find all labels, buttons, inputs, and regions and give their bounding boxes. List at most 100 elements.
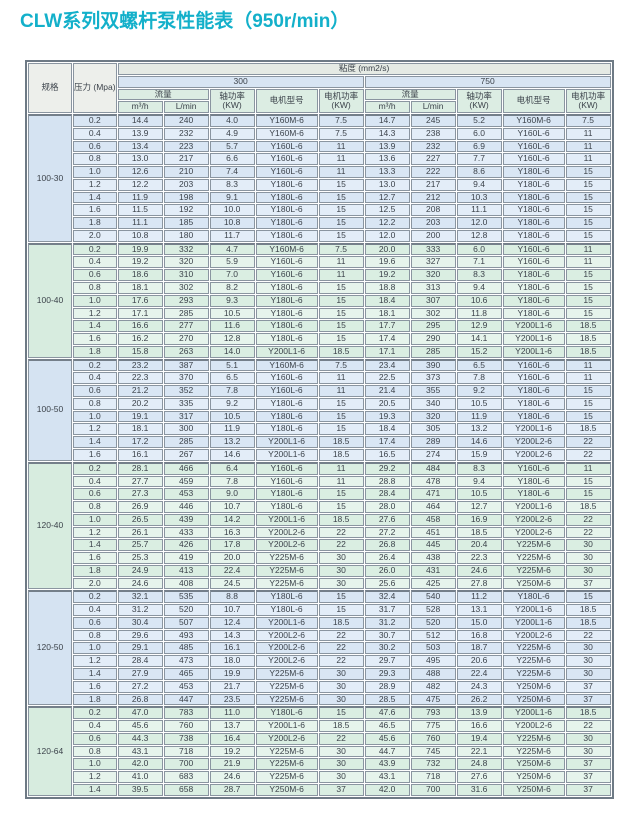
motor-model-cell-300: Y200L1-6 [255, 720, 318, 732]
header-viscosity-300: 300 [117, 75, 364, 88]
flow-lmin-cell-300: 760 [163, 720, 209, 732]
flow-lmin-cell-300: 198 [163, 191, 209, 204]
pressure-cell: 0.4 [73, 372, 117, 385]
motor-power-cell-300: 15 [318, 191, 364, 204]
motor-power-cell-750: 11 [565, 127, 611, 140]
flow-lmin-cell-300: 300 [163, 423, 209, 436]
motor-model-cell-750: Y160L-6 [502, 153, 565, 166]
motor-power-cell-300: 15 [318, 604, 364, 616]
table-row: 0.8 18.1 302 8.2 Y180L-6 15 18.8 313 9.4 Y180L-6 1… [28, 282, 611, 294]
spec-cell: 120-64 [28, 706, 72, 796]
motor-model-cell-300: Y200L2-6 [255, 539, 318, 552]
pressure-cell: 1.0 [73, 166, 117, 178]
motor-model-cell-300: Y200L1-6 [255, 436, 318, 448]
shaft-power-cell-300: 12.8 [209, 333, 255, 345]
motor-model-cell-750: Y200L1-6 [502, 345, 565, 358]
shaft-power-cell-300: 14.0 [209, 345, 255, 358]
shaft-power-cell-300: 16.1 [209, 642, 255, 655]
flow-m3h-cell-750: 19.3 [364, 410, 410, 423]
pressure-cell: 0.4 [73, 604, 117, 616]
pressure-cell: 0.6 [73, 269, 117, 282]
pressure-cell: 1.0 [73, 513, 117, 526]
motor-model-cell-750: Y200L1-6 [502, 604, 565, 616]
flow-m3h-cell-750: 47.6 [364, 706, 410, 720]
table-row: 100-40 0.2 19.9 332 4.7 Y160M-6 7.5 20.0 333 6.0 Y… [28, 242, 611, 358]
flow-lmin-cell-750: 208 [410, 204, 456, 217]
flow-lmin-cell-300: 535 [163, 590, 209, 604]
flow-m3h-cell-300: 42.0 [117, 758, 163, 771]
motor-power-cell-300: 30 [318, 771, 364, 783]
table-row: 0.8 20.2 335 9.2 Y180L-6 15 20.5 340 10.5 Y180L-6… [28, 397, 611, 410]
flow-lmin-cell-750: 503 [410, 642, 456, 655]
motor-power-cell-300: 22 [318, 642, 364, 655]
motor-power-cell-750: 15 [565, 307, 611, 320]
flow-lmin-cell-300: 217 [163, 153, 209, 166]
shaft-power-cell-750: 14.6 [456, 436, 502, 448]
shaft-power-cell-750: 9.4 [456, 475, 502, 488]
motor-model-cell-750: Y250M-6 [502, 758, 565, 771]
flow-lmin-cell-750: 700 [410, 783, 456, 796]
motor-model-cell-300: Y225M-6 [255, 552, 318, 564]
motor-power-cell-750: 37 [565, 693, 611, 706]
motor-power-cell-750: 11 [565, 256, 611, 269]
pressure-cell: 0.6 [73, 385, 117, 397]
motor-model-cell-300: Y160L-6 [255, 372, 318, 385]
flow-lmin-cell-750: 482 [410, 680, 456, 693]
header-row-units: m³/h L/min m³/h L/min [28, 101, 611, 114]
motor-model-cell-300: Y160L-6 [255, 153, 318, 166]
table-row: 1.2 41.0 683 24.6 Y225M-6 30 43.1 718 27.6 Y250M-… [28, 771, 611, 783]
flow-lmin-cell-750: 222 [410, 166, 456, 178]
motor-power-cell-750: 18.5 [565, 333, 611, 345]
flow-lmin-cell-300: 232 [163, 127, 209, 140]
flow-m3h-cell-750: 12.0 [364, 229, 410, 242]
pressure-cell: 0.8 [73, 153, 117, 166]
motor-model-cell-750: Y160L-6 [502, 256, 565, 269]
header-motor-power-300: 电机功率 (KW) [318, 88, 364, 114]
motor-power-cell-750: 18.5 [565, 604, 611, 616]
motor-power-cell-750: 11 [565, 242, 611, 256]
pressure-cell: 1.8 [73, 564, 117, 577]
header-flow-lmin-750: L/min [410, 101, 456, 114]
flow-m3h-cell-300: 44.3 [117, 732, 163, 745]
flow-lmin-cell-750: 464 [410, 501, 456, 513]
table-row: 1.0 26.5 439 14.2 Y200L1-6 18.5 27.6 458 16.9 Y20… [28, 513, 611, 526]
table-row: 100-30 0.2 14.4 240 4.0 Y160M-6 7.5 14.7 245 5.2 Y… [28, 114, 611, 242]
shaft-power-cell-750: 15.9 [456, 448, 502, 461]
shaft-power-cell-300: 4.7 [209, 242, 255, 256]
flow-m3h-cell-750: 28.8 [364, 475, 410, 488]
flow-lmin-cell-750: 475 [410, 693, 456, 706]
flow-m3h-cell-750: 29.7 [364, 655, 410, 667]
pressure-cell: 1.4 [73, 539, 117, 552]
shaft-power-cell-750: 7.8 [456, 372, 502, 385]
shaft-power-cell-750: 12.8 [456, 229, 502, 242]
shaft-power-cell-300: 6.5 [209, 372, 255, 385]
motor-model-cell-750: Y225M-6 [502, 564, 565, 577]
motor-power-cell-750: 18.5 [565, 706, 611, 720]
shaft-power-cell-750: 6.0 [456, 127, 502, 140]
flow-m3h-cell-750: 26.4 [364, 552, 410, 564]
pressure-cell: 1.6 [73, 333, 117, 345]
motor-power-cell-750: 37 [565, 758, 611, 771]
motor-power-cell-300: 15 [318, 229, 364, 242]
motor-model-cell-750: Y180L-6 [502, 178, 565, 191]
flow-lmin-cell-300: 466 [163, 461, 209, 475]
shaft-power-cell-300: 24.6 [209, 771, 255, 783]
motor-power-cell-750: 30 [565, 745, 611, 758]
table-row: 120-40 0.2 28.1 466 6.4 Y160L-6 11 29.2 484 8.3 Y1… [28, 461, 611, 590]
pressure-cell: 1.0 [73, 410, 117, 423]
shaft-power-cell-750: 5.2 [456, 114, 502, 127]
motor-power-cell-750: 15 [565, 475, 611, 488]
pressure-cell: 1.8 [73, 345, 117, 358]
motor-model-cell-300: Y200L2-6 [255, 526, 318, 539]
motor-power-cell-750: 30 [565, 564, 611, 577]
pressure-cell: 1.2 [73, 655, 117, 667]
flow-lmin-cell-750: 520 [410, 616, 456, 629]
motor-power-cell-300: 11 [318, 461, 364, 475]
flow-m3h-cell-300: 19.9 [117, 242, 163, 256]
table-row: 1.2 17.1 285 10.5 Y180L-6 15 18.1 302 11.8 Y180L-… [28, 307, 611, 320]
shaft-power-cell-750: 8.3 [456, 269, 502, 282]
shaft-power-cell-300: 4.9 [209, 127, 255, 140]
table-row: 1.8 11.1 185 10.8 Y180L-6 15 12.2 203 12.0 Y180L-… [28, 217, 611, 229]
shaft-power-cell-300: 17.8 [209, 539, 255, 552]
flow-m3h-cell-300: 16.1 [117, 448, 163, 461]
